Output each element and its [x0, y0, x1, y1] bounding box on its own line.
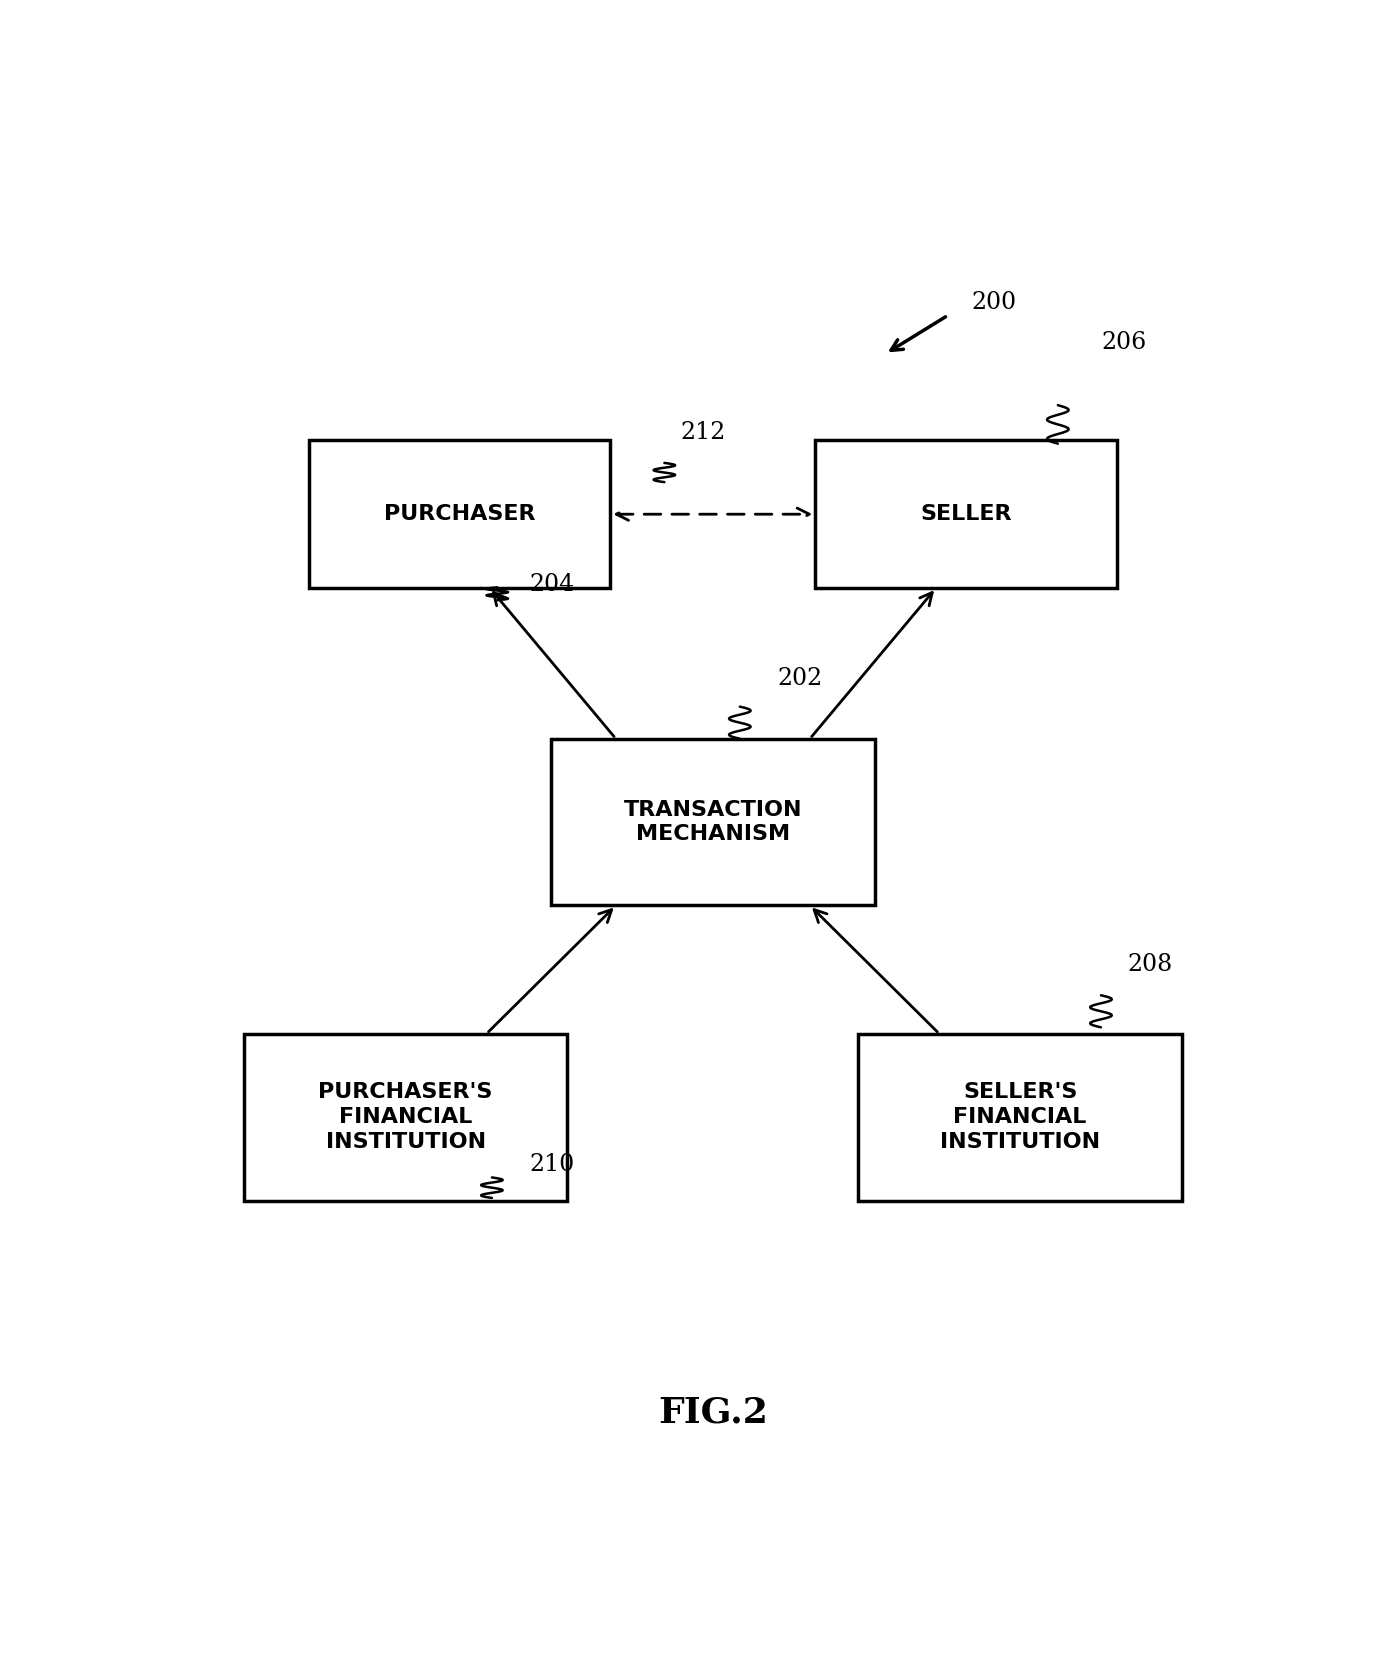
FancyBboxPatch shape	[243, 1033, 568, 1201]
Text: SELLER: SELLER	[921, 505, 1013, 525]
FancyBboxPatch shape	[551, 738, 875, 906]
Text: 212: 212	[680, 420, 726, 443]
Text: 206: 206	[1102, 332, 1146, 353]
FancyBboxPatch shape	[309, 440, 611, 588]
Text: PURCHASER'S
FINANCIAL
INSTITUTION: PURCHASER'S FINANCIAL INSTITUTION	[319, 1083, 492, 1151]
Text: 202: 202	[778, 666, 823, 690]
Text: 210: 210	[530, 1153, 574, 1176]
Text: 200: 200	[971, 292, 1017, 315]
FancyBboxPatch shape	[858, 1033, 1182, 1201]
Text: 208: 208	[1128, 953, 1173, 976]
Text: SELLER'S
FINANCIAL
INSTITUTION: SELLER'S FINANCIAL INSTITUTION	[940, 1083, 1100, 1151]
Text: PURCHASER: PURCHASER	[384, 505, 536, 525]
Text: FIG.2: FIG.2	[658, 1394, 768, 1429]
FancyBboxPatch shape	[815, 440, 1117, 588]
Text: TRANSACTION
MECHANISM: TRANSACTION MECHANISM	[623, 800, 803, 845]
Text: 204: 204	[530, 573, 574, 596]
